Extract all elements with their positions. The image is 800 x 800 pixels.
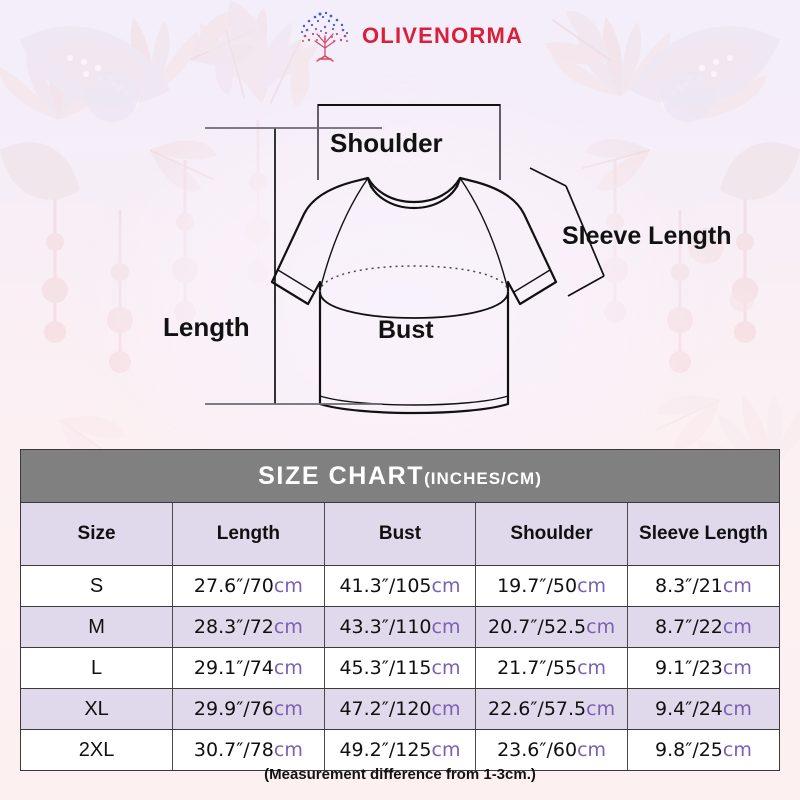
- table-header-row: Size Length Bust Shoulder Sleeve Length: [21, 502, 779, 566]
- cell-size: XL: [21, 688, 174, 730]
- brand-wordmark: OLIVENORMA: [362, 23, 524, 48]
- measurement-footnote: (Measurement difference from 1-3cm.): [264, 766, 536, 783]
- shoulder-dimension-line: [317, 104, 501, 180]
- cell-bust: 43.3″/110cm: [324, 606, 477, 648]
- cell-length: 29.1″/74cm: [172, 647, 325, 689]
- cell-shoulder: 21.7″/55cm: [475, 647, 628, 689]
- cell-length: 29.9″/76cm: [172, 688, 325, 730]
- cell-bust: 41.3″/105cm: [324, 565, 477, 607]
- cell-sleeve-length: 9.1″/23cm: [627, 647, 779, 689]
- cell-size: L: [21, 647, 174, 689]
- column-header-length: Length: [172, 502, 325, 566]
- diagram-label-sleeve-length: Sleeve Length: [562, 222, 732, 250]
- cell-shoulder: 20.7″/52.5cm: [475, 606, 628, 648]
- cell-shoulder: 19.7″/50cm: [475, 565, 628, 607]
- cell-size: S: [21, 565, 174, 607]
- cell-length: 28.3″/72cm: [172, 606, 325, 648]
- cell-bust: 47.2″/120cm: [324, 688, 477, 730]
- column-header-size: Size: [21, 502, 174, 566]
- brand-logo: OLIVENORMA: [296, 10, 522, 62]
- column-header-shoulder: Shoulder: [475, 502, 628, 566]
- diagram-label-length: Length: [163, 312, 250, 342]
- cell-size: M: [21, 606, 174, 648]
- diagram-label-bust: Bust: [378, 316, 434, 344]
- bust-ellipse: [319, 265, 509, 319]
- table-row: M 28.3″/72cm 43.3″/110cm 20.7″/52.5cm 8.…: [21, 606, 779, 648]
- cell-length: 27.6″/70cm: [172, 565, 325, 607]
- diagram-label-shoulder: Shoulder: [330, 128, 443, 158]
- table-title-unit: (INCHES/CM): [424, 468, 542, 488]
- tree-icon: [300, 11, 349, 62]
- table-row: S 27.6″/70cm 41.3″/105cm 19.7″/50cm 8.3″…: [21, 565, 779, 607]
- size-chart-table: SIZE CHART(INCHES/CM) Size Length Bust S…: [20, 449, 780, 771]
- table-row: L 29.1″/74cm 45.3″/115cm 21.7″/55cm 9.1″…: [21, 647, 779, 689]
- cell-sleeve-length: 8.3″/21cm: [627, 565, 779, 607]
- cell-size: 2XL: [21, 729, 174, 770]
- table-title-main: SIZE CHART: [258, 461, 425, 490]
- cell-length: 30.7″/78cm: [172, 729, 325, 770]
- table-body: S 27.6″/70cm 41.3″/105cm 19.7″/50cm 8.3″…: [21, 565, 779, 770]
- column-header-bust: Bust: [324, 502, 477, 566]
- cell-shoulder: 23.6″/60cm: [475, 729, 628, 770]
- table-row: XL 29.9″/76cm 47.2″/120cm 22.6″/57.5cm 9…: [21, 688, 779, 730]
- table-title-cell: SIZE CHART(INCHES/CM): [21, 450, 779, 503]
- cell-shoulder: 22.6″/57.5cm: [475, 688, 628, 730]
- cell-bust: 49.2″/125cm: [324, 729, 477, 770]
- sleeve-length-dimension-line: [529, 167, 605, 297]
- tshirt-illustration: [205, 104, 605, 415]
- tshirt-measurement-diagram: Shoulder Sleeve Length Length Bust: [0, 60, 800, 440]
- column-header-sleeve-length: Sleeve Length: [627, 502, 779, 566]
- cell-sleeve-length: 8.7″/22cm: [627, 606, 779, 648]
- cell-bust: 45.3″/115cm: [324, 647, 477, 689]
- table-title-row: SIZE CHART(INCHES/CM): [21, 450, 779, 503]
- cell-sleeve-length: 9.4″/24cm: [627, 688, 779, 730]
- cell-sleeve-length: 9.8″/25cm: [655, 739, 752, 761]
- length-dimension-line: [205, 127, 382, 405]
- table-row: 2XL 30.7″/78cm 49.2″/125cm 23.6″/60cm 9.…: [21, 729, 779, 770]
